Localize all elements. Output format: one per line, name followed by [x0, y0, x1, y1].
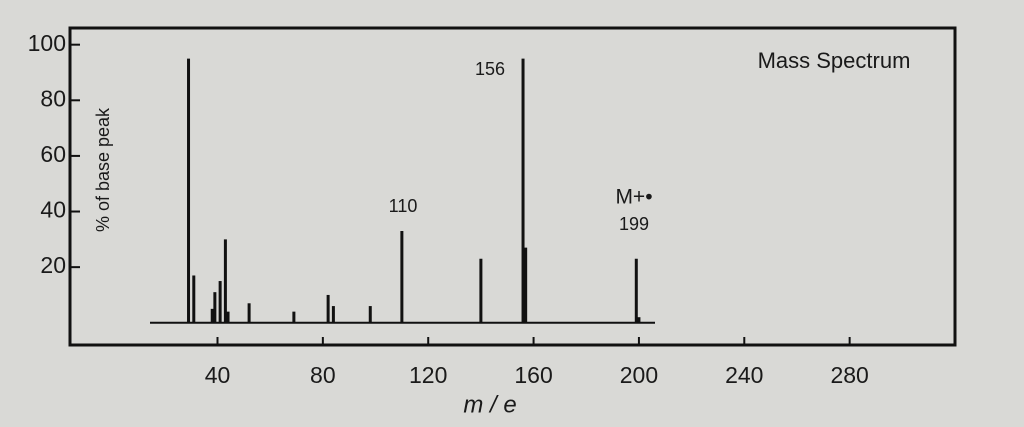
y-tick-label: 80: [40, 85, 66, 111]
chart-title: Mass Spectrum: [758, 48, 911, 73]
plot-frame: [68, 26, 957, 347]
x-tick-label: 160: [514, 362, 552, 388]
x-tick-label: 280: [830, 362, 868, 388]
y-tick-label: 40: [40, 197, 66, 223]
peak-annotation: 110: [389, 196, 418, 216]
x-tick-label: 200: [620, 362, 658, 388]
x-tick-label: 120: [409, 362, 447, 388]
y-tick-label: 60: [40, 141, 66, 167]
x-tick-label: 40: [205, 362, 231, 388]
x-tick-label: 80: [310, 362, 336, 388]
peak-annotation: 199: [619, 214, 649, 234]
x-tick-label: 240: [725, 362, 763, 388]
y-axis-label: % of base peak: [93, 107, 113, 232]
peak-annotation: 156: [475, 59, 505, 79]
peak-annotation: M+•: [615, 186, 652, 209]
x-axis-label: m / e: [463, 391, 516, 418]
y-tick-label: 100: [28, 30, 66, 56]
y-tick-label: 20: [40, 252, 66, 278]
